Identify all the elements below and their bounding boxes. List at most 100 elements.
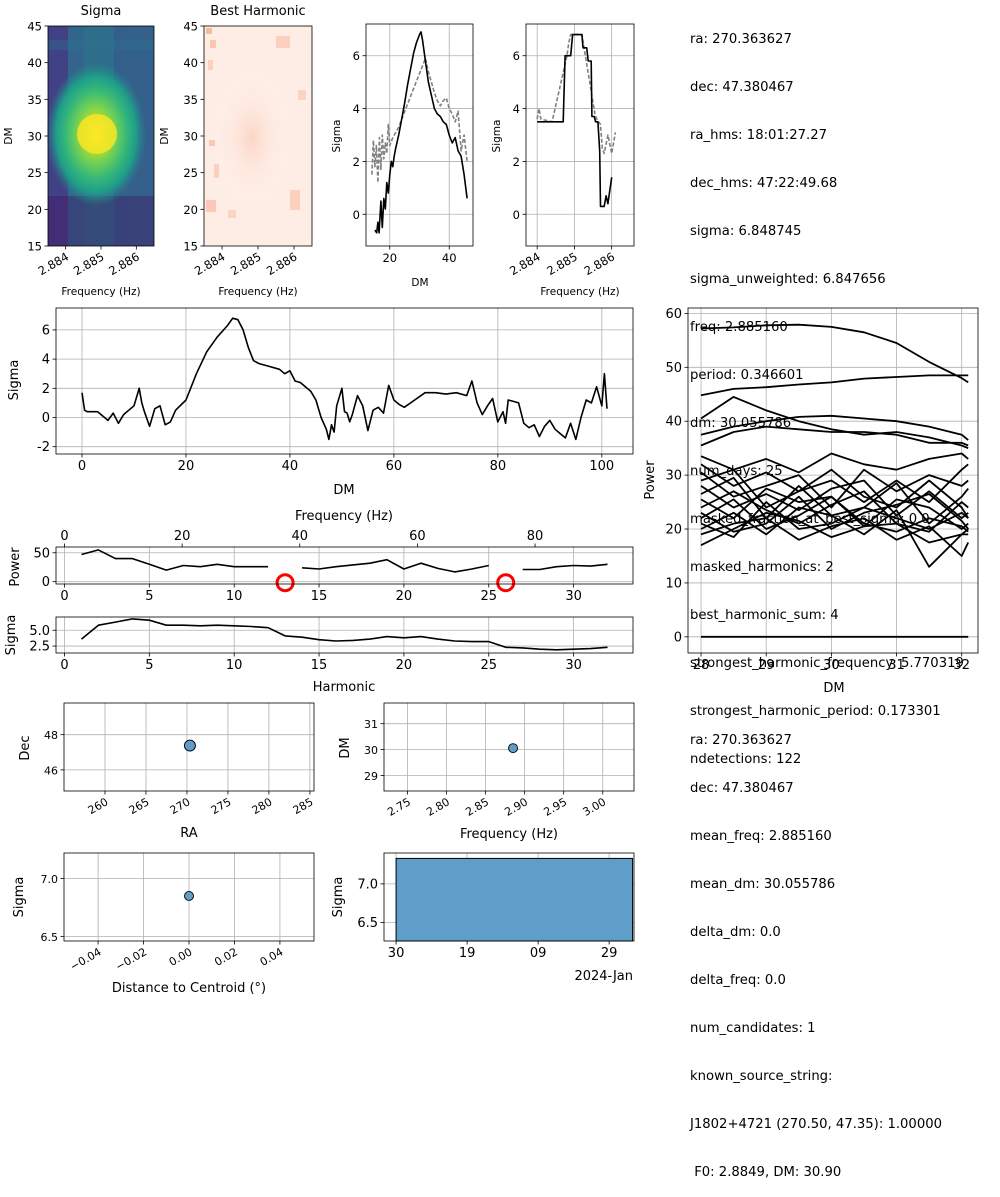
x-tick-label: 20 [382, 251, 397, 265]
y-tick-label: 30 [665, 469, 682, 484]
y-tick-label: 60 [665, 307, 682, 322]
candidate-point [183, 739, 196, 752]
y-tick-label: 25 [27, 166, 42, 180]
info-line: strongest_harmonic_frequency: 5.770319 [690, 656, 964, 671]
x-tick-label: −0.04 [68, 945, 104, 973]
axes-frame [383, 702, 635, 792]
x-tick-label: 2.75 [385, 795, 413, 819]
x-tick-label: 2.95 [541, 795, 569, 819]
axes-frame [55, 307, 634, 455]
power-harmonic-line [700, 323, 969, 384]
x-tick-label: 2.885 [544, 249, 580, 278]
y-tick-label: 5.0 [29, 624, 50, 639]
x-tick-label: 0.04 [258, 945, 286, 969]
sigma-heatmap-ylabel: DM [3, 127, 15, 144]
x-tick-label: 100 [589, 459, 614, 474]
x-tick-label: 30 [565, 589, 582, 604]
x-tick-label: 80 [490, 459, 507, 474]
y-tick-label: 40 [27, 56, 42, 70]
top-x-tick-label: 80 [527, 529, 544, 544]
power-harmonic-line [700, 425, 969, 447]
sigma-bar [395, 857, 634, 942]
y-tick-label: -2 [37, 440, 50, 455]
info-line: mean_freq: 2.885160 [690, 829, 832, 844]
x-tick-label: 0.02 [212, 945, 240, 969]
sigma-vs-harmonic-axes: 0 5 10 15 20 25 30 2.55.0 [29, 616, 634, 673]
x-tick-label: 2.85 [463, 795, 491, 819]
dm-vs-freq-ylabel: DM [338, 737, 353, 758]
x-tick-label: 270 [168, 795, 193, 817]
x-tick-label: 2.886 [106, 249, 142, 278]
sigma-vs-distance-ylabel: Sigma [12, 877, 27, 918]
power-vs-dm-ylabel: Power [643, 460, 658, 500]
sigma-vs-dm-full-axes: 0 20 40 60 80 100 -2 0 2 4 6 [37, 307, 634, 474]
best-harmonic-patch [206, 200, 216, 212]
info-line: dec: 47.380467 [690, 80, 794, 95]
y-tick-label: 7.0 [357, 877, 378, 892]
power-harmonic-line [700, 506, 969, 568]
top-x-tick-label: 20 [174, 529, 191, 544]
sigma-vs-dm-zoom-xlabel: DM [411, 277, 428, 289]
sigma-vs-dm-zoom-axes: 20 40 0 2 4 6 [353, 23, 474, 265]
sigma-unweighted-line [371, 57, 468, 184]
y-tick-label: 15 [27, 240, 42, 254]
x-tick-label: 0 [60, 658, 68, 673]
power-vs-dm-xlabel: DM [823, 681, 844, 696]
x-tick-label: 10 [226, 589, 243, 604]
sigma-vs-harmonic-panel: 0 5 10 15 20 25 30 2.55.0 Harmonic Sigma [4, 615, 634, 695]
power-vs-harmonic-top-xlabel: Frequency (Hz) [295, 509, 393, 524]
y-tick-label: 46 [44, 764, 58, 777]
sigma-vs-date-ylabel: Sigma [331, 877, 346, 918]
x-tick-label: 19 [459, 946, 476, 961]
dec-vs-ra-ylabel: Dec [18, 735, 33, 760]
best-harmonic-patch [209, 140, 215, 146]
sigma-heatmap-panel: Sigma Frequency (Hz) DM 2.884 2.885 2.886 1… [3, 4, 155, 298]
y-tick-label: 35 [183, 93, 198, 107]
sigma-vs-dm-zoom-panel: 20 40 0 2 4 6 DM Sigma [331, 23, 474, 289]
info-line: num_candidates: 1 [690, 1021, 816, 1036]
x-tick-label: 40 [282, 459, 299, 474]
info-line: ra: 270.363627 [690, 733, 792, 748]
best-harmonic-patch [214, 164, 219, 178]
y-tick-label: 0 [42, 411, 50, 426]
dec-vs-ra-panel: 260 265 270 275 280 285 46 48 RA Dec [18, 702, 315, 841]
x-tick-label: 20 [178, 459, 195, 474]
y-tick-label: 45 [27, 20, 42, 34]
y-tick-label: 20 [27, 203, 42, 217]
x-tick-label: 0 [60, 589, 68, 604]
best-harmonic-patch [298, 90, 306, 100]
info-line: dm: 30.055786 [690, 416, 792, 431]
x-tick-label: 29 [601, 946, 618, 961]
x-tick-label: 280 [250, 795, 275, 817]
power-harmonic-line [700, 414, 969, 441]
best-harmonic-center [212, 68, 292, 208]
top-x-tick-label: 60 [409, 529, 426, 544]
best-harmonic-title: Best Harmonic [210, 4, 305, 19]
y-tick-label: 29 [364, 770, 378, 783]
best-harmonic-heatmap-panel: Best Harmonic Frequency (Hz) DM 2.884 2.8… [159, 4, 313, 298]
sigma-vs-dm-full-ylabel: Sigma [7, 360, 22, 401]
x-tick-label: 20 [396, 589, 413, 604]
y-tick-label: 35 [27, 93, 42, 107]
y-tick-label: 50 [33, 546, 50, 561]
y-tick-label: 4 [513, 102, 520, 116]
power-harmonic-line [700, 374, 969, 397]
power-harmonic-line [700, 468, 969, 519]
power-line [81, 549, 608, 573]
power-harmonic-line [700, 468, 969, 509]
info-line: best_harmonic_sum: 4 [690, 608, 839, 623]
masked-harmonic-marker [496, 573, 516, 593]
x-tick-label: 0 [78, 459, 86, 474]
x-tick-label: 20 [396, 658, 413, 673]
info-line: num_days: 25 [690, 464, 783, 479]
y-tick-label: 4 [353, 102, 360, 116]
x-tick-label: 275 [209, 795, 234, 817]
power-vs-harmonic-axes: 0 5 10 15 20 25 30 0 50 20 40 60 80 0 [33, 529, 634, 604]
dm-vs-freq-xlabel: Frequency (Hz) [460, 827, 558, 842]
axes-frame [63, 852, 315, 942]
x-tick-label: 0.00 [167, 945, 195, 969]
x-tick-label: 30 [823, 658, 840, 673]
x-tick-label: 31 [888, 658, 905, 673]
info-line: masked_fraction_at_best_sigma: 0.0 [690, 512, 930, 527]
